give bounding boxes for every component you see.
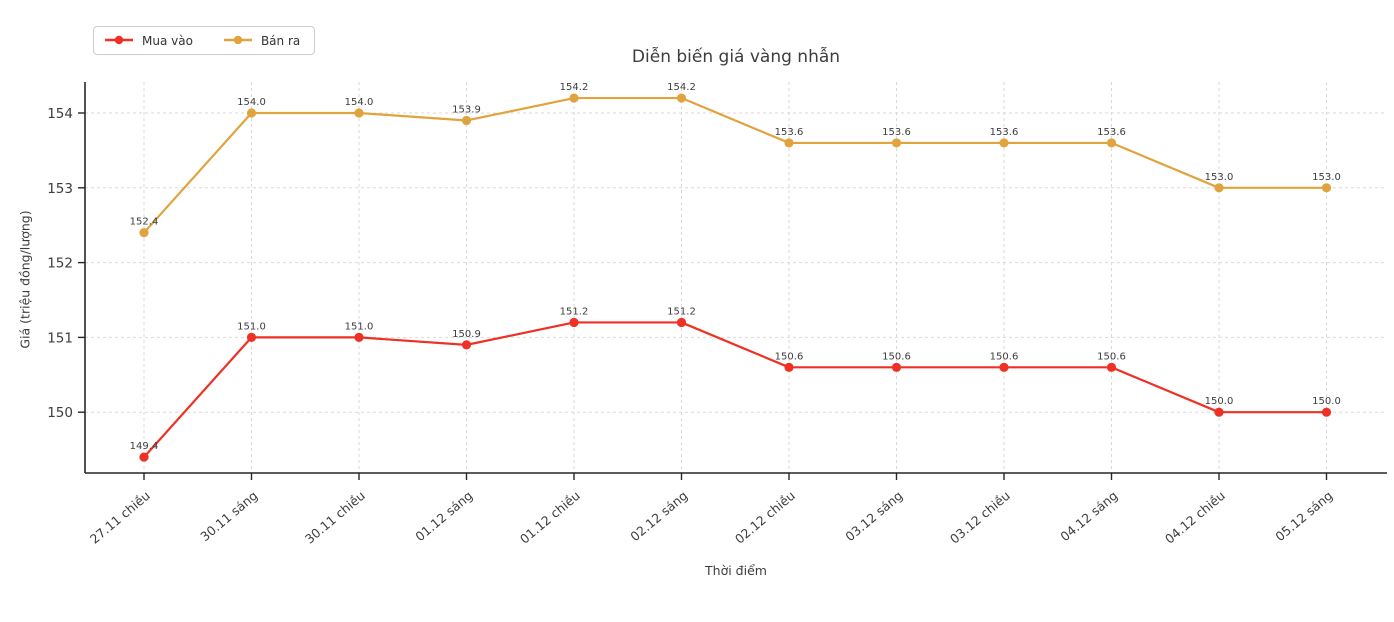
data-point	[784, 138, 794, 148]
x-tick-label: 04.12 sáng	[1057, 488, 1120, 544]
data-point-label: 153.0	[1205, 172, 1234, 183]
y-tick-label: 150	[47, 405, 73, 421]
series-line-mua-vao	[143, 321, 1327, 458]
data-point-label: 150.0	[1312, 396, 1341, 407]
data-point	[1321, 407, 1332, 417]
legend: Mua vào Bán ra	[93, 26, 316, 55]
chart-title: Diễn biến giá vàng nhẫn	[631, 47, 841, 67]
data-point-label: 150.9	[452, 329, 481, 340]
data-point	[569, 317, 579, 328]
data-point-label: 151.2	[560, 306, 589, 317]
x-tick-label: 02.12 chiều	[732, 488, 798, 547]
data-point-label: 151.2	[667, 306, 696, 317]
data-point-label: 150.6	[882, 351, 911, 362]
data-point-label: 153.6	[1097, 127, 1126, 138]
data-point-label: 153.6	[775, 127, 804, 138]
data-point-label: 154.2	[667, 82, 696, 93]
data-point-label: 154.2	[560, 82, 589, 93]
data-point	[461, 340, 472, 350]
data-point	[1214, 407, 1224, 417]
y-tick-label: 153	[47, 181, 73, 197]
x-tick-label: 03.12 sáng	[842, 488, 905, 544]
data-point	[891, 362, 902, 372]
x-tick-label: 30.11 chiều	[302, 488, 368, 547]
data-point-label: 153.9	[452, 104, 481, 115]
legend-swatch-line-icon	[104, 31, 134, 50]
data-point	[1214, 183, 1224, 193]
data-point	[1321, 183, 1332, 193]
data-point	[676, 317, 687, 328]
legend-swatch-line-icon	[223, 31, 253, 50]
data-point	[676, 93, 687, 103]
data-point-label: 154.0	[345, 97, 374, 108]
data-point	[999, 362, 1009, 372]
legend-label-mua-vao: Mua vào	[142, 33, 193, 48]
data-point	[1106, 362, 1117, 372]
data-point-label: 150.6	[775, 351, 804, 362]
data-point	[999, 138, 1009, 148]
data-point-label: 150.0	[1205, 396, 1234, 407]
data-point-label: 151.0	[345, 321, 374, 332]
data-point	[354, 332, 364, 342]
data-point-label: 153.6	[990, 127, 1019, 138]
legend-item-mua-vao: Mua vào	[104, 31, 193, 50]
data-point	[139, 452, 149, 462]
data-point	[461, 115, 472, 126]
x-tick-label: 27.11 chiều	[87, 488, 153, 547]
y-tick-label: 151	[47, 330, 73, 346]
data-point-label: 151.0	[237, 321, 266, 332]
y-tick-label: 152	[47, 256, 73, 272]
legend-item-ban-ra: Bán ra	[223, 31, 300, 50]
data-point-label: 150.6	[990, 351, 1019, 362]
x-tick-label: 05.12 sáng	[1272, 488, 1335, 544]
data-point-label: 150.6	[1097, 351, 1126, 362]
x-tick-label: 03.12 chiều	[947, 488, 1013, 547]
data-point	[354, 108, 364, 118]
x-axis-label: Thời điểm	[705, 563, 767, 578]
x-tick-label: 02.12 sáng	[627, 488, 690, 544]
data-point	[246, 108, 257, 118]
data-point-label: 153.0	[1312, 172, 1341, 183]
data-point-label: 153.6	[882, 127, 911, 138]
data-point	[139, 228, 149, 238]
series-line-ban-ra	[143, 96, 1327, 234]
y-tick-label: 154	[47, 106, 73, 122]
data-point	[891, 138, 902, 148]
x-tick-label: 01.12 chiều	[517, 488, 583, 547]
data-point	[246, 332, 257, 342]
data-point-label: 154.0	[237, 97, 266, 108]
data-point	[569, 93, 579, 103]
data-point	[784, 362, 794, 372]
data-point	[1106, 138, 1117, 148]
x-tick-label: 04.12 chiều	[1162, 488, 1228, 547]
data-point-label: 149.4	[130, 441, 159, 452]
x-tick-label: 30.11 sáng	[197, 488, 260, 544]
data-point-label: 152.4	[130, 217, 159, 228]
y-axis-label: Giá (triệu đồng/lượng)	[17, 210, 33, 349]
legend-label-ban-ra: Bán ra	[260, 33, 301, 48]
x-tick-label: 01.12 sáng	[412, 488, 475, 544]
